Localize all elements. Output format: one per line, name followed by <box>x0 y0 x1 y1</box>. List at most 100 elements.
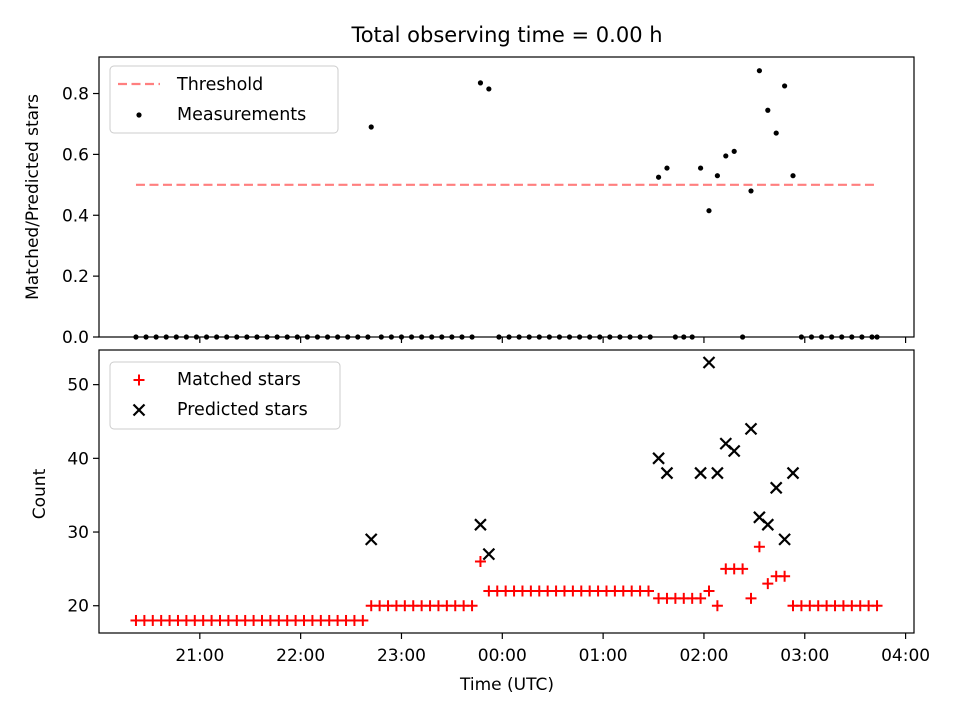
legend-measurements-swatch <box>136 112 142 118</box>
measurement-point <box>254 334 260 340</box>
measurement-point <box>274 334 280 340</box>
measurement-point <box>607 334 613 340</box>
predicted-stars-point <box>711 466 724 480</box>
matched-stars-point <box>711 600 723 612</box>
predicted-stars-point <box>786 466 800 480</box>
measurement-point <box>173 334 179 340</box>
top-x-axis <box>199 337 907 343</box>
measurement-point <box>808 334 815 340</box>
measurement-point <box>874 334 880 340</box>
predicted-stars-point <box>694 466 707 480</box>
measurement-point <box>304 334 310 340</box>
measurement-point <box>449 334 455 340</box>
measurement-point <box>849 334 855 340</box>
bottom-y-tick-label: 50 <box>67 376 89 396</box>
measurement-point <box>183 334 189 340</box>
measurement-point <box>731 148 737 154</box>
measurement-point <box>133 334 139 340</box>
matched-stars-point <box>871 600 883 612</box>
measurement-point <box>627 334 633 340</box>
bottom-y-tick-label: 40 <box>67 449 89 469</box>
measurement-point <box>655 174 662 180</box>
matched-stars-point <box>703 585 715 597</box>
predicted-stars-point <box>744 422 758 436</box>
legend-predicted-label: Predicted stars <box>177 400 308 420</box>
measurement-point <box>869 334 875 340</box>
measurement-point <box>706 208 712 214</box>
measurement-point <box>617 334 623 340</box>
x-axis-label: Time (UTC) <box>459 675 554 695</box>
predicted-stars-series <box>364 356 800 561</box>
matched-stars-point <box>642 585 654 597</box>
measurement-point <box>714 173 720 179</box>
x-tick-label: 23:00 <box>377 646 426 666</box>
measurement-point <box>459 334 465 340</box>
bottom-legend-frame <box>109 361 341 430</box>
x-tick-label: 03:00 <box>780 646 829 666</box>
legend-matched-swatch <box>133 374 145 386</box>
measurement-point <box>765 107 771 113</box>
measurement-point <box>526 334 532 340</box>
x-tick-label: 22:00 <box>276 646 325 666</box>
matched-stars-point <box>357 614 369 626</box>
measurements-series <box>133 68 880 340</box>
measurement-point <box>224 334 230 340</box>
legend-matched-label: Matched stars <box>177 370 301 390</box>
bottom-y-tick-label: 30 <box>67 523 89 543</box>
measurement-point <box>756 68 763 74</box>
predicted-stars-point <box>474 518 487 531</box>
predicted-stars-point <box>652 452 665 465</box>
predicted-stars-point <box>660 466 674 480</box>
measurement-point <box>388 334 394 340</box>
top-legend: Threshold Measurements <box>109 65 339 134</box>
measurement-point <box>587 334 593 340</box>
measurement-point <box>782 83 788 89</box>
measurement-point <box>546 334 552 340</box>
matched-stars-point <box>745 592 757 604</box>
measurement-point <box>790 173 796 179</box>
measurement-point <box>378 334 384 340</box>
top-y-axis: 0.0 0.2 0.4 0.6 0.8 <box>62 85 99 348</box>
top-y-tick-label: 0.4 <box>62 206 89 226</box>
legend-threshold-label: Threshold <box>176 75 263 95</box>
bottom-legend: Matched stars Predicted stars <box>109 361 341 430</box>
legend-measurements-label: Measurements <box>177 105 306 125</box>
bottom-panel: 20 30 40 50 21:00 22:00 23:00 00:00 01:00 02:00 0… <box>30 349 930 695</box>
legend-matched-marker <box>133 374 145 386</box>
measurement-point <box>153 334 159 340</box>
legend-predicted-marker <box>132 403 146 417</box>
measurement-point <box>681 334 687 340</box>
bottom-x-axis: 21:00 22:00 23:00 00:00 01:00 02:00 03:00 04:00 <box>175 633 930 666</box>
bottom-y-axis-label: Count <box>30 468 50 519</box>
predicted-stars-point <box>778 533 791 546</box>
measurement-point <box>859 334 865 340</box>
matched-stars-series <box>130 541 883 626</box>
predicted-stars-point <box>364 533 378 546</box>
top-y-axis-label: Matched/Predicted stars <box>23 94 43 300</box>
bottom-y-tick-label: 20 <box>67 597 89 617</box>
matched-stars-point <box>779 570 791 582</box>
measurement-point <box>486 86 492 92</box>
top-y-tick-label: 0.2 <box>62 267 89 287</box>
predicted-stars-point <box>702 356 716 369</box>
x-tick-label: 04:00 <box>881 646 930 666</box>
measurement-point <box>314 334 321 340</box>
x-tick-label: 00:00 <box>478 646 527 666</box>
x-tick-label: 02:00 <box>679 646 728 666</box>
x-tick-label: 01:00 <box>579 646 628 666</box>
measurement-point <box>203 334 210 340</box>
matched-stars-point <box>474 556 486 568</box>
measurement-point <box>576 334 583 340</box>
measurement-point <box>345 334 351 340</box>
measurement-point <box>419 334 425 340</box>
top-y-tick-label: 0.0 <box>62 328 89 348</box>
measurement-point <box>143 334 149 340</box>
measurement-point <box>355 334 361 340</box>
measurement-point <box>664 165 670 171</box>
predicted-stars-point <box>761 518 775 531</box>
measurement-point <box>748 188 754 194</box>
measurement-point <box>429 334 435 340</box>
predicted-stars-point <box>769 481 783 495</box>
measurement-point <box>672 334 678 340</box>
